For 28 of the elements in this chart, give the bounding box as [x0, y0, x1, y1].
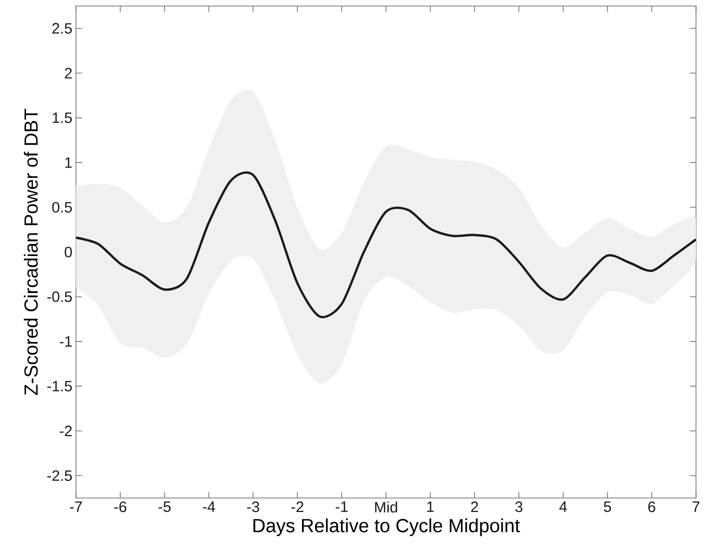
x-tick-label: 2	[471, 502, 478, 512]
y-tick-label: 0	[64, 246, 72, 258]
y-tick-label: -1	[60, 336, 72, 347]
x-tick-label: -6	[114, 502, 126, 512]
y-tick-label: 1	[65, 157, 72, 168]
x-tick-label: -3	[247, 502, 260, 512]
y-tick-label: 2.5	[52, 23, 72, 34]
x-tick-label: -4	[202, 502, 216, 512]
y-tick-label: -0.5	[47, 291, 72, 302]
x-axis-title: Days Relative to Cycle Midpoint	[253, 518, 520, 536]
y-axis-title: Z-Scored Circadian Power of DBT	[24, 108, 38, 395]
x-tick-label: 5	[604, 502, 611, 512]
x-tick-label: -7	[70, 502, 82, 512]
x-tick-label: 6	[648, 502, 656, 512]
x-tick-label: -2	[291, 502, 304, 512]
y-tick-label: -2	[60, 426, 72, 436]
x-tick-label: 4	[559, 502, 567, 512]
x-tick-label: 3	[515, 502, 522, 512]
y-tick-label: 0.5	[52, 202, 72, 213]
y-tick-label: -2.5	[47, 470, 72, 481]
x-tick-label: -1	[336, 502, 348, 512]
x-tick-label: -5	[158, 502, 171, 512]
y-tick-label: -1.5	[47, 380, 72, 392]
x-tick-label: 1	[427, 502, 434, 512]
y-tick-label: 1.5	[52, 112, 72, 124]
y-tick-label: 2	[64, 68, 72, 78]
x-tick-label: 7	[692, 502, 700, 512]
x-tick-label: Mid	[375, 502, 398, 513]
